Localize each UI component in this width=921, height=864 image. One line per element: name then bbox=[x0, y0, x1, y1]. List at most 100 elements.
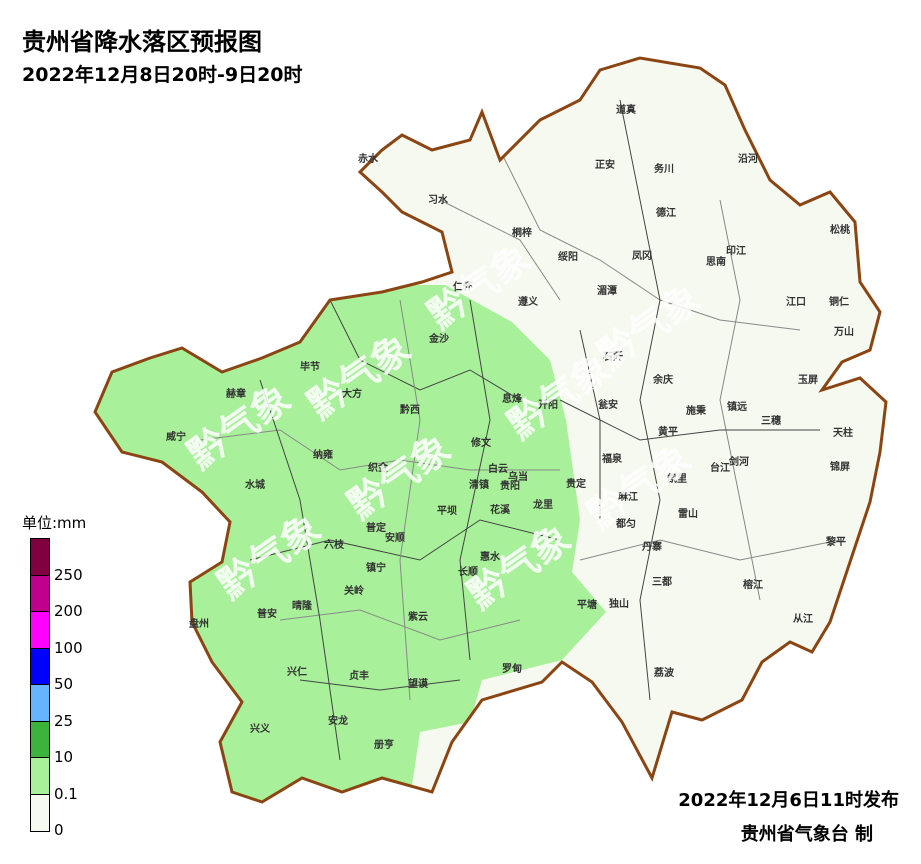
county-label: 松桃 bbox=[830, 223, 850, 236]
county-label: 息烽 bbox=[502, 392, 523, 405]
county-label: 开阳 bbox=[538, 399, 558, 411]
legend-colorbar bbox=[30, 538, 50, 832]
county-label: 花溪 bbox=[490, 503, 511, 516]
county-label: 荔波 bbox=[653, 666, 675, 679]
county-boundary-line bbox=[619, 99, 661, 701]
county-label: 凤冈 bbox=[632, 250, 652, 262]
county-boundary-line bbox=[299, 679, 461, 691]
map-title: 贵州省降水落区预报图 bbox=[22, 28, 262, 56]
legend-swatch bbox=[31, 575, 49, 612]
county-label: 平塘 bbox=[577, 598, 597, 611]
issuer: 贵州省气象台 制 bbox=[740, 824, 873, 845]
county-label: 镇宁 bbox=[366, 561, 386, 574]
county-boundary-line bbox=[399, 299, 421, 701]
county-label: 天柱 bbox=[833, 426, 853, 439]
county-boundary-line bbox=[259, 379, 341, 761]
county-label: 纳雍 bbox=[313, 448, 333, 461]
county-label: 兴义 bbox=[250, 722, 271, 735]
county-label: 印江 bbox=[726, 244, 746, 257]
county-label: 从江 bbox=[793, 612, 813, 625]
county-label: 三都 bbox=[652, 575, 672, 588]
county-label: 赤水 bbox=[358, 152, 379, 165]
county-boundary-line bbox=[499, 149, 801, 331]
county-label: 黎平 bbox=[826, 535, 846, 548]
county-label: 龙里 bbox=[532, 498, 553, 511]
county-label: 毕节 bbox=[300, 360, 320, 373]
county-label: 思南 bbox=[706, 255, 726, 268]
county-label: 仁怀 bbox=[453, 280, 473, 293]
legend-label: 50 bbox=[54, 675, 74, 693]
county-label: 平坝 bbox=[437, 504, 457, 517]
county-label: 金沙 bbox=[428, 332, 449, 345]
county-label: 剑河 bbox=[728, 455, 749, 468]
county-label: 清镇 bbox=[469, 478, 489, 491]
county-label: 绥阳 bbox=[558, 250, 578, 263]
county-label: 德江 bbox=[655, 206, 676, 219]
county-boundary-line bbox=[329, 299, 521, 401]
county-label: 沿河 bbox=[738, 152, 758, 165]
legend-swatch bbox=[31, 539, 49, 576]
county-boundary-line bbox=[279, 609, 521, 641]
county-label: 道真 bbox=[616, 103, 636, 116]
legend-swatch bbox=[31, 648, 49, 685]
county-label: 安龙 bbox=[328, 714, 348, 727]
legend-swatch bbox=[31, 685, 49, 722]
county-label: 玉屏 bbox=[798, 374, 818, 386]
county-label: 白云 bbox=[488, 462, 508, 475]
county-label: 赫章 bbox=[226, 387, 246, 400]
county-label: 修文 bbox=[470, 436, 492, 449]
issue-time: 2022年12月6日11时发布 bbox=[678, 790, 899, 811]
county-label: 习水 bbox=[428, 193, 449, 206]
legend-label: 100 bbox=[54, 638, 83, 657]
county-label: 凯里 bbox=[667, 472, 687, 485]
county-label: 万山 bbox=[833, 325, 854, 338]
county-label: 福泉 bbox=[601, 452, 623, 465]
county-label: 黔西 bbox=[400, 403, 420, 416]
county-label: 惠水 bbox=[480, 550, 501, 563]
legend-label: 10 bbox=[54, 748, 74, 766]
legend-swatch bbox=[31, 612, 49, 649]
county-label: 大方 bbox=[342, 387, 362, 400]
county-label: 三穗 bbox=[761, 414, 781, 427]
county-label: 榕江 bbox=[743, 578, 763, 591]
county-label: 独山 bbox=[609, 597, 629, 610]
county-label: 施秉 bbox=[686, 404, 707, 417]
county-label: 贵定 bbox=[566, 477, 586, 490]
county-label: 都匀 bbox=[615, 517, 636, 530]
county-label: 水城 bbox=[244, 478, 265, 491]
legend: 单位:mm 250 200 100 50 25 10 0.1 0 bbox=[22, 512, 87, 839]
county-label: 安顺 bbox=[385, 531, 405, 544]
legend-label: 200 bbox=[54, 602, 83, 620]
county-label: 丹寨 bbox=[642, 540, 662, 553]
county-boundary-line bbox=[199, 429, 560, 471]
county-label: 长顺 bbox=[458, 565, 478, 578]
county-label: 乌当 bbox=[508, 470, 528, 483]
county-boundary-line bbox=[459, 299, 491, 661]
county-label: 关岭 bbox=[344, 584, 364, 597]
county-label: 紫云 bbox=[408, 610, 428, 623]
legend-label: 25 bbox=[54, 711, 74, 730]
county-label: 瓮安 bbox=[598, 398, 618, 411]
legend-label: 0.1 bbox=[54, 784, 78, 803]
county-label: 兴仁 bbox=[287, 665, 307, 678]
county-label: 湄潭 bbox=[597, 284, 617, 297]
county-label: 遵义 bbox=[518, 295, 539, 308]
county-label: 贵阳 bbox=[500, 479, 520, 492]
county-label: 威宁 bbox=[166, 430, 186, 443]
county-label: 铜仁 bbox=[829, 295, 849, 308]
county-boundary-line bbox=[249, 519, 561, 561]
legend-unit: 单位:mm bbox=[22, 514, 87, 532]
county-label: 册亨 bbox=[374, 738, 394, 751]
legend-swatch bbox=[31, 758, 49, 795]
county-label: 镇远 bbox=[727, 400, 747, 413]
county-boundaries bbox=[199, 99, 841, 761]
county-label: 普定 bbox=[366, 521, 386, 534]
legend-swatch bbox=[31, 721, 49, 758]
county-label: 锦屏 bbox=[830, 460, 850, 473]
county-label: 余庆 bbox=[652, 373, 673, 386]
county-label: 罗甸 bbox=[502, 662, 522, 675]
county-label: 务川 bbox=[654, 162, 674, 175]
county-label: 正安 bbox=[595, 158, 615, 171]
legend-label: 250 bbox=[54, 565, 83, 584]
